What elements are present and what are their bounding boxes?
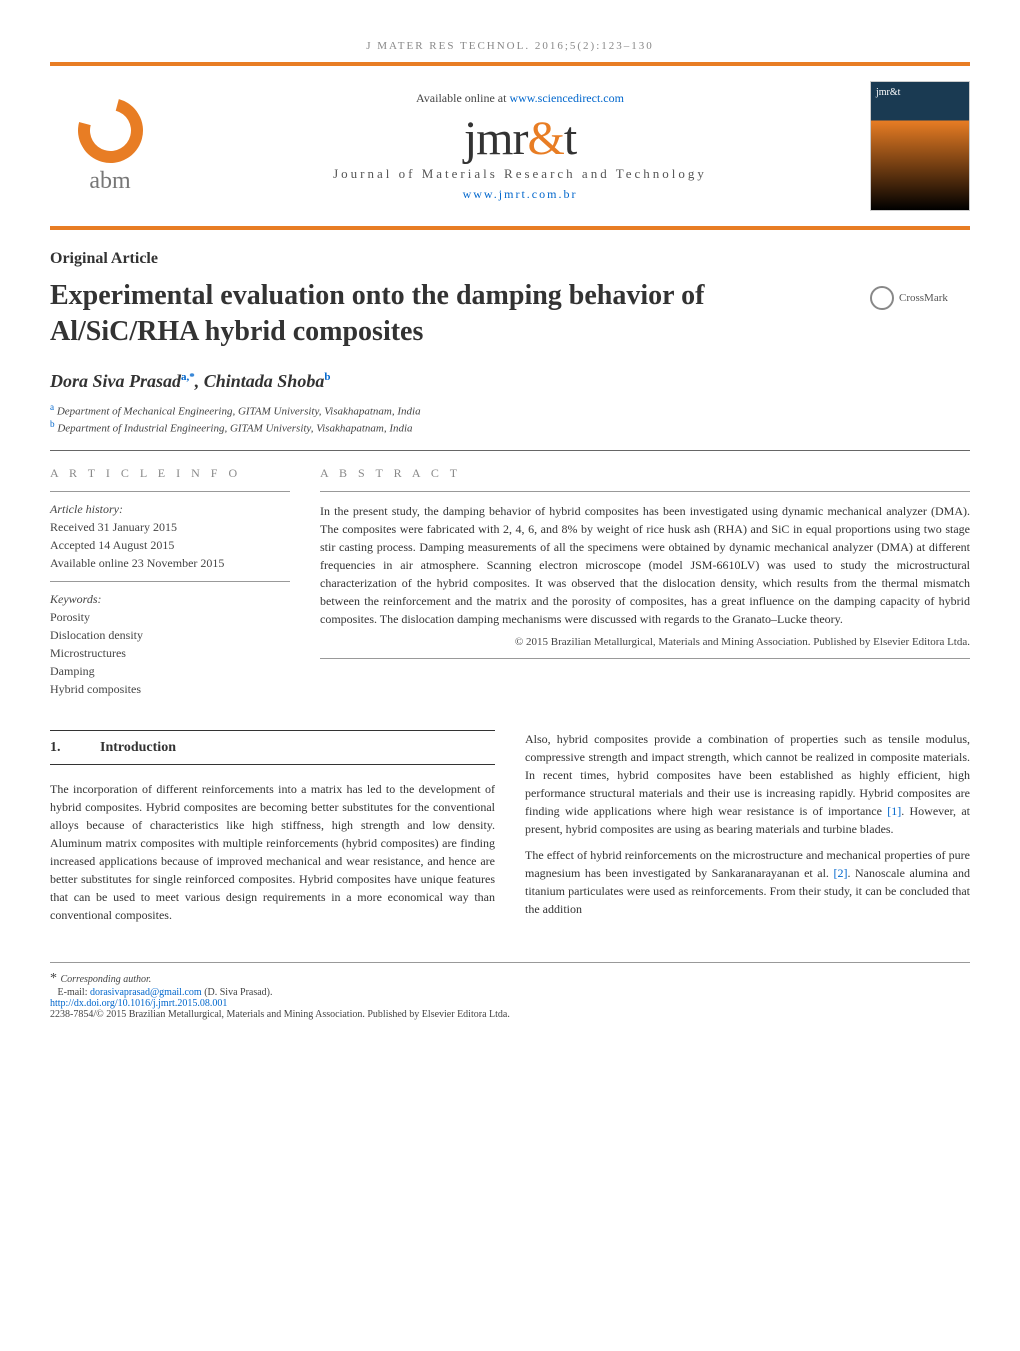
header-banner: abm Available online at www.sciencedirec…: [50, 62, 970, 230]
body-col-left: 1. Introduction The incorporation of dif…: [50, 730, 495, 932]
accepted-date: Accepted 14 August 2015: [50, 538, 290, 553]
journal-meta: J MATER RES TECHNOL. 2016;5(2):123–130: [50, 40, 970, 52]
section-1-header: 1. Introduction: [50, 730, 495, 765]
jmrt-logo-post: t: [564, 112, 576, 165]
info-abstract-row: A R T I C L E I N F O Article history: R…: [50, 466, 970, 700]
crossmark-label: CrossMark: [899, 292, 948, 304]
title-row: Experimental evaluation onto the damping…: [50, 278, 970, 351]
abm-logo-text: abm: [89, 168, 130, 195]
abstract-copyright: © 2015 Brazilian Metallurgical, Material…: [320, 636, 970, 648]
available-online-prefix: Available online at: [416, 91, 509, 105]
crossmark-badge[interactable]: CrossMark: [870, 278, 970, 318]
keywords-label: Keywords:: [50, 592, 290, 607]
article-info-header: A R T I C L E I N F O: [50, 466, 290, 481]
crossmark-icon: [870, 286, 894, 310]
info-divider: [50, 491, 290, 492]
info-divider: [50, 581, 290, 582]
affiliation-b-sup: b: [50, 419, 55, 429]
sciencedirect-link[interactable]: www.sciencedirect.com: [509, 91, 624, 105]
journal-cover-thumbnail: jmr&t: [870, 81, 970, 211]
received-date: Received 31 January 2015: [50, 520, 290, 535]
section-title: Introduction: [100, 737, 176, 758]
author-2-sup: b: [324, 371, 330, 383]
abstract-divider: [320, 491, 970, 492]
body-paragraph: The effect of hybrid reinforcements on t…: [525, 846, 970, 918]
ref-link-1[interactable]: [1]: [887, 804, 901, 818]
footer: * Corresponding author. E-mail: dorasiva…: [50, 962, 970, 1020]
email-suffix: (D. Siva Prasad).: [202, 987, 273, 998]
jmrt-logo-amp: &: [527, 112, 563, 165]
affiliation-b-text: Department of Industrial Engineering, GI…: [57, 423, 412, 435]
affiliation-a: a Department of Mechanical Engineering, …: [50, 402, 970, 418]
corresponding-author: * Corresponding author.: [50, 971, 970, 987]
doi-link[interactable]: http://dx.doi.org/10.1016/j.jmrt.2015.08…: [50, 998, 227, 1009]
body-col-right: Also, hybrid composites provide a combin…: [525, 730, 970, 932]
author-2: Chintada Shoba: [204, 371, 325, 391]
keyword: Microstructures: [50, 646, 290, 661]
publisher-logo: abm: [50, 96, 170, 196]
available-online-line: Available online at www.sciencedirect.co…: [170, 91, 870, 106]
affiliation-b: b Department of Industrial Engineering, …: [50, 419, 970, 435]
email-label: E-mail:: [58, 987, 91, 998]
history-label: Article history:: [50, 502, 290, 517]
keyword: Hybrid composites: [50, 682, 290, 697]
online-date: Available online 23 November 2015: [50, 556, 290, 571]
divider: [50, 450, 970, 451]
jmrt-logo: jmr&t: [170, 111, 870, 166]
issn-copyright: 2238-7854/© 2015 Brazilian Metallurgical…: [50, 1009, 970, 1020]
jmrt-logo-pre: jmr: [464, 112, 528, 165]
abstract-header: A B S T R A C T: [320, 466, 970, 481]
abstract-text: In the present study, the damping behavi…: [320, 502, 970, 628]
authors-line: Dora Siva Prasada,*, Chintada Shobab: [50, 371, 970, 392]
journal-center-block: Available online at www.sciencedirect.co…: [170, 91, 870, 202]
email-line: E-mail: dorasivaprasad@gmail.com (D. Siv…: [50, 987, 970, 998]
cover-title: jmr&t: [871, 82, 969, 103]
body-columns: 1. Introduction The incorporation of dif…: [50, 730, 970, 932]
corresponding-label: Corresponding author.: [61, 974, 152, 985]
body-paragraph: The incorporation of different reinforce…: [50, 780, 495, 924]
footnote-mark: *: [50, 971, 61, 986]
author-1-sup: a,*: [181, 371, 195, 383]
article-info-block: A R T I C L E I N F O Article history: R…: [50, 466, 290, 700]
journal-url[interactable]: www.jmrt.com.br: [170, 187, 870, 202]
body-paragraph: Also, hybrid composites provide a combin…: [525, 730, 970, 838]
abstract-bottom-divider: [320, 658, 970, 659]
abm-circle-icon: [66, 86, 155, 175]
affiliation-a-text: Department of Mechanical Engineering, GI…: [57, 405, 421, 417]
author-1: Dora Siva Prasad: [50, 371, 181, 391]
abstract-block: A B S T R A C T In the present study, th…: [320, 466, 970, 700]
article-type-label: Original Article: [50, 250, 970, 268]
ref-link-2[interactable]: [2]: [833, 866, 847, 880]
keyword: Porosity: [50, 610, 290, 625]
affiliation-a-sup: a: [50, 402, 54, 412]
keyword: Damping: [50, 664, 290, 679]
journal-full-name: Journal of Materials Research and Techno…: [170, 166, 870, 182]
article-title: Experimental evaluation onto the damping…: [50, 278, 850, 351]
keyword: Dislocation density: [50, 628, 290, 643]
author-email-link[interactable]: dorasivaprasad@gmail.com: [90, 987, 202, 998]
section-number: 1.: [50, 737, 100, 758]
